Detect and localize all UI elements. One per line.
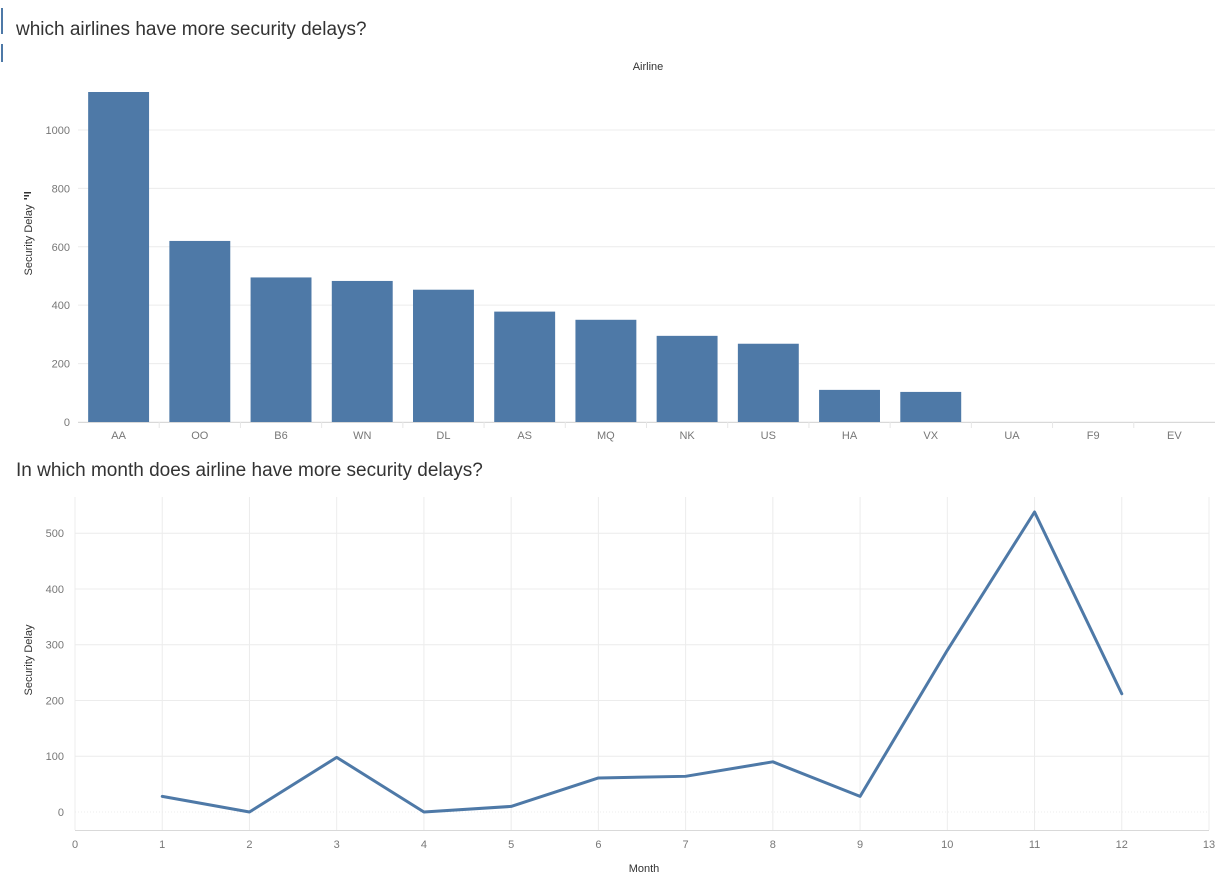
x-tick-label: WN: [353, 430, 371, 442]
chart1-ylabel: Security Delay: [23, 204, 35, 275]
data-point[interactable]: [245, 808, 253, 816]
x-tick-label: 10: [941, 839, 953, 851]
chart2-ylabel: Security Delay: [23, 624, 35, 695]
x-tick-label: OO: [191, 430, 209, 442]
data-point[interactable]: [594, 774, 602, 782]
data-point[interactable]: [1031, 508, 1039, 516]
y-tick-label: 600: [52, 242, 70, 254]
chart1-xlabel: Airline: [633, 61, 664, 73]
bar-as[interactable]: [494, 311, 556, 422]
y-tick-label: 0: [58, 807, 64, 819]
data-point[interactable]: [1118, 690, 1126, 698]
x-tick-label: MQ: [597, 430, 615, 442]
data-point[interactable]: [333, 753, 341, 761]
x-tick-label: EV: [1167, 430, 1182, 442]
y-tick-label: 1000: [46, 125, 70, 137]
bar-ha[interactable]: [819, 389, 880, 422]
chart2-xlabel: Month: [629, 863, 660, 875]
y-tick-label: 100: [46, 751, 64, 763]
x-tick-label: 12: [1116, 839, 1128, 851]
data-point[interactable]: [856, 792, 864, 800]
x-tick-label: NK: [679, 430, 695, 442]
bar-dl[interactable]: [413, 289, 474, 422]
x-tick-label: 11: [1029, 839, 1040, 851]
x-tick-label: 6: [595, 839, 601, 851]
data-point[interactable]: [507, 802, 515, 810]
x-tick-label: 1: [159, 839, 165, 851]
y-tick-label: 400: [52, 300, 70, 312]
data-point[interactable]: [420, 808, 428, 816]
x-tick-label: US: [761, 430, 776, 442]
bar-aa[interactable]: [88, 92, 150, 422]
sort-indicator-icon[interactable]: [0, 4, 4, 64]
data-point[interactable]: [682, 772, 690, 780]
x-tick-label: AS: [517, 430, 532, 442]
x-tick-label: UA: [1004, 430, 1020, 442]
x-tick-label: F9: [1087, 430, 1100, 442]
bar-oo[interactable]: [169, 240, 231, 422]
bar-wn[interactable]: [331, 280, 393, 422]
bar-b6[interactable]: [250, 277, 312, 422]
x-tick-label: B6: [274, 430, 287, 442]
bar-us[interactable]: [737, 343, 799, 422]
chart1-title: which airlines have more security delays…: [16, 19, 367, 40]
x-tick-label: AA: [111, 430, 126, 442]
x-tick-label: 8: [770, 839, 776, 851]
x-tick-label: 2: [246, 839, 252, 851]
x-tick-label: VX: [923, 430, 938, 442]
bar-vx[interactable]: [900, 391, 962, 422]
bar-mq[interactable]: [575, 319, 637, 422]
y-tick-label: 300: [46, 640, 64, 652]
data-point[interactable]: [158, 792, 166, 800]
x-tick-label: 4: [421, 839, 427, 851]
airline-bar-chart: Airline Security Delay 0 200 400 600 800 1000…: [23, 61, 1215, 442]
x-tick-label: DL: [436, 430, 450, 442]
y-tick-label: 0: [64, 417, 70, 429]
y-tick-label: 200: [52, 359, 70, 371]
y-tick-label: 500: [46, 528, 64, 540]
x-tick-label: 0: [72, 839, 78, 851]
sort-icon[interactable]: [24, 192, 31, 200]
x-tick-label: 3: [334, 839, 340, 851]
bar-nk[interactable]: [656, 335, 718, 422]
data-point[interactable]: [769, 758, 777, 766]
chart2-title: In which month does airline have more se…: [16, 460, 483, 481]
y-tick-label: 400: [46, 584, 64, 596]
x-tick-label: HA: [842, 430, 858, 442]
x-tick-label: 7: [683, 839, 689, 851]
x-tick-label: 13: [1203, 839, 1215, 851]
x-tick-label: 5: [508, 839, 514, 851]
y-tick-label: 800: [52, 183, 70, 195]
y-tick-label: 200: [46, 695, 64, 707]
data-point[interactable]: [943, 646, 951, 654]
x-tick-label: 9: [857, 839, 863, 851]
series-line[interactable]: [160, 510, 1124, 814]
